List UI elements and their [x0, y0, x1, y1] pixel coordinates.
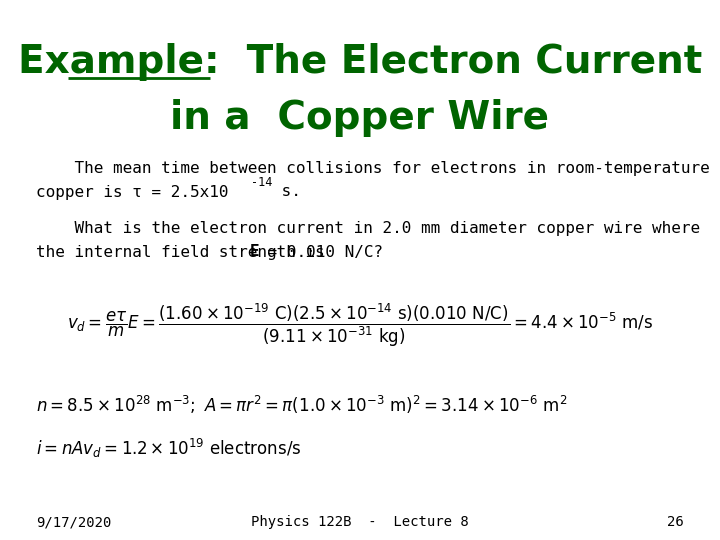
Text: E: E: [250, 245, 260, 260]
Text: $n = 8.5\times10^{28}\ \mathrm{m}^{-3};\ A = \pi r^2 = \pi(1.0\times10^{-3}\ \ma: $n = 8.5\times10^{28}\ \mathrm{m}^{-3};\…: [36, 394, 567, 416]
Text: copper is τ = 2.5x10: copper is τ = 2.5x10: [36, 185, 228, 199]
Text: The mean time between collisions for electrons in room-temperature: The mean time between collisions for ele…: [36, 160, 710, 176]
Text: $i = nAv_d = 1.2\times10^{19}\ \mathrm{electrons/s}$: $i = nAv_d = 1.2\times10^{19}\ \mathrm{e…: [36, 436, 302, 460]
Text: = 0.010 N/C?: = 0.010 N/C?: [258, 245, 383, 260]
Text: 26: 26: [667, 515, 684, 529]
Text: in a  Copper Wire: in a Copper Wire: [171, 99, 549, 137]
Text: 9/17/2020: 9/17/2020: [36, 515, 112, 529]
Text: s.: s.: [272, 185, 301, 199]
Text: Example:  The Electron Current: Example: The Electron Current: [18, 43, 702, 81]
Text: $v_d = \dfrac{e\tau}{m}E = \dfrac{(1.60\times10^{-19}\ \mathrm{C})(2.5\times10^{: $v_d = \dfrac{e\tau}{m}E = \dfrac{(1.60\…: [67, 301, 653, 349]
Text: -14: -14: [251, 177, 272, 190]
Text: What is the electron current in 2.0 mm diameter copper wire where: What is the electron current in 2.0 mm d…: [36, 220, 700, 235]
Text: the internal field strength is: the internal field strength is: [36, 245, 334, 260]
Text: Physics 122B  -  Lecture 8: Physics 122B - Lecture 8: [251, 515, 469, 529]
